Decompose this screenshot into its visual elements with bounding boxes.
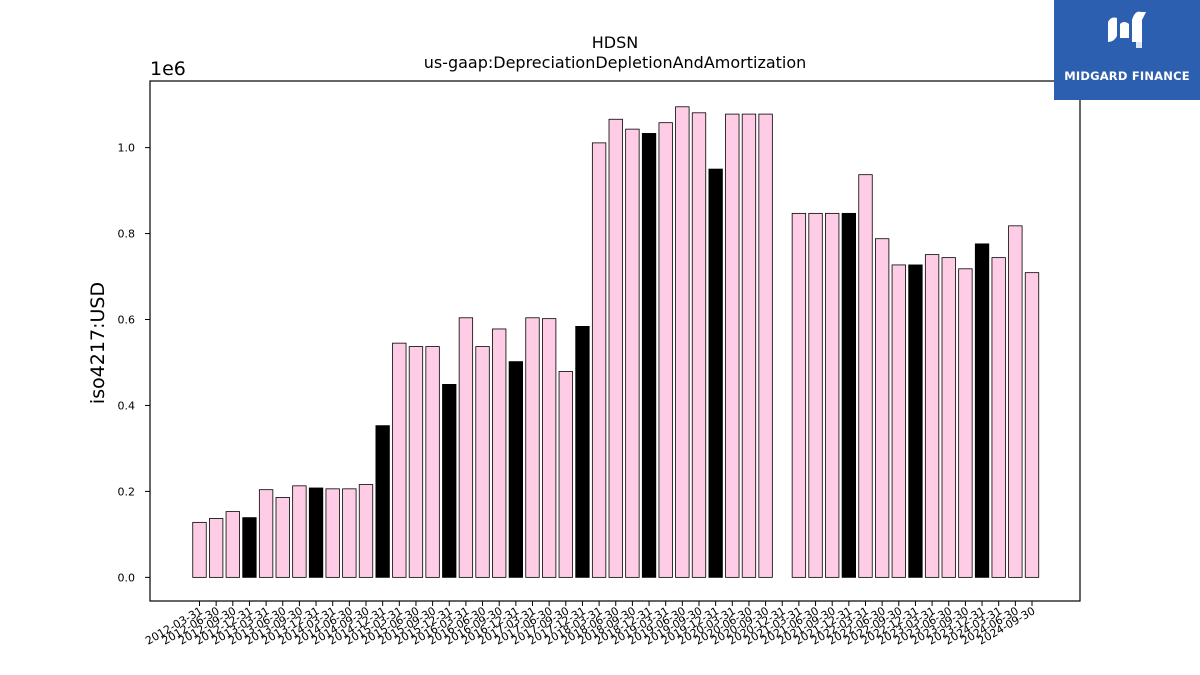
bar: [525, 317, 540, 578]
x-axis-ticks: 2012-03-312012-06-302012-09-302012-12-31…: [143, 601, 1038, 648]
bar: [1008, 225, 1023, 578]
y-tick-label: 0.2: [118, 485, 136, 498]
brand-logo: MIDGARD FINANCE: [1054, 0, 1200, 100]
chart-title: HDSN: [592, 33, 638, 52]
bar: [841, 212, 856, 578]
bar: [958, 268, 973, 578]
bar: [475, 346, 490, 578]
bar: [858, 174, 873, 578]
bar: [542, 318, 557, 578]
bar: [192, 521, 207, 578]
y-tick-label: 0.4: [118, 399, 136, 412]
bar: [708, 168, 723, 578]
bar: [658, 122, 673, 578]
bar: [991, 257, 1006, 578]
bar: [442, 383, 457, 578]
bar: [375, 425, 390, 578]
bar: [875, 238, 890, 578]
bar: [342, 488, 357, 578]
bar: [608, 118, 623, 578]
midgard-m-logo-icon: [1108, 11, 1146, 48]
bar: [492, 328, 507, 578]
brand-name: MIDGARD FINANCE: [1064, 69, 1190, 83]
bar: [625, 128, 640, 578]
bar: [558, 371, 573, 578]
bar: [891, 264, 906, 578]
bar: [974, 243, 990, 578]
bar: [758, 113, 773, 578]
bar: [675, 106, 690, 578]
bar: [425, 346, 440, 578]
y-axis-label: iso4217:USD: [87, 282, 109, 404]
bar: [308, 487, 324, 578]
bar: [908, 264, 923, 578]
bar: [591, 142, 607, 578]
y-offset-label: 1e6: [150, 58, 186, 80]
bar: [791, 212, 807, 578]
bar: [275, 497, 290, 578]
bar: [691, 112, 707, 578]
bar: [258, 489, 274, 578]
bar: [575, 325, 590, 578]
bar: [242, 517, 257, 578]
bar: [641, 133, 657, 578]
y-tick-label: 0.8: [118, 228, 136, 241]
bar: [458, 317, 474, 578]
bar: [392, 342, 407, 578]
bar: [225, 511, 240, 578]
bar: [725, 113, 740, 578]
bar: [941, 257, 956, 578]
y-tick-label: 0.0: [118, 571, 136, 584]
bar: [508, 361, 524, 578]
bar: [292, 485, 307, 578]
y-tick-label: 0.6: [118, 314, 136, 327]
bar: [408, 346, 424, 578]
plot-frame: [149, 80, 1081, 602]
y-tick-label: 1.0: [118, 142, 136, 155]
bar: [1024, 272, 1040, 578]
bar: [808, 212, 823, 578]
bar: [358, 484, 374, 578]
bar: [741, 113, 757, 578]
y-axis-ticks: 0.0 0.2 0.4 0.6 0.8 1.0: [118, 142, 150, 584]
bar: [924, 254, 940, 578]
bars-group: [192, 106, 1040, 578]
bar: [825, 212, 840, 578]
bar: [325, 488, 340, 578]
chart-subtitle: us-gaap:DepreciationDepletionAndAmortiza…: [424, 53, 807, 72]
bar: [208, 518, 224, 578]
